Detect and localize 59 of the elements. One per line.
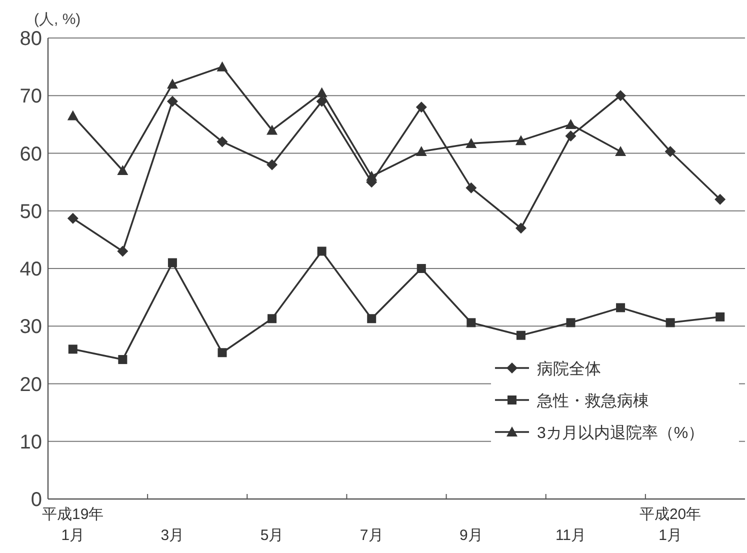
point xyxy=(367,314,376,324)
point xyxy=(716,312,725,322)
y-tick-label: 30 xyxy=(20,316,42,338)
point xyxy=(118,355,128,364)
x-tick-label: 5月 xyxy=(260,527,284,544)
point xyxy=(565,130,576,142)
point xyxy=(565,118,576,129)
x-tick-label: 3月 xyxy=(160,527,184,544)
point xyxy=(515,135,526,146)
point xyxy=(67,110,78,120)
point xyxy=(317,246,326,256)
point xyxy=(466,182,477,194)
point xyxy=(616,303,626,312)
point xyxy=(216,61,228,72)
point xyxy=(516,330,526,340)
point xyxy=(566,318,576,328)
point xyxy=(268,314,277,324)
y-tick-label: 0 xyxy=(30,489,42,511)
point xyxy=(515,222,526,234)
point xyxy=(466,318,476,328)
point xyxy=(166,78,178,89)
legend-label: 急性・救急病棟 xyxy=(536,392,649,410)
x-tick-label: 平成20年 1月 xyxy=(639,506,702,544)
point xyxy=(416,264,426,273)
point xyxy=(266,124,278,135)
point xyxy=(416,146,427,156)
point xyxy=(714,194,726,205)
point xyxy=(216,136,228,148)
point xyxy=(166,96,178,107)
point xyxy=(67,212,78,224)
point xyxy=(416,102,427,113)
y-tick-label: 40 xyxy=(20,258,42,280)
point xyxy=(117,165,128,176)
x-tick-label: 11月 xyxy=(555,527,586,544)
point xyxy=(466,138,477,148)
point xyxy=(316,96,328,107)
point xyxy=(117,246,128,257)
legend-label: 病院全体 xyxy=(537,360,601,378)
y-tick-label: 20 xyxy=(20,374,42,396)
y-tick-label: 60 xyxy=(20,143,42,166)
y-tick-label: 10 xyxy=(20,431,42,454)
x-tick-label: 9月 xyxy=(460,527,483,544)
point xyxy=(218,348,227,358)
y-tick-label: 80 xyxy=(20,28,42,50)
point xyxy=(615,146,626,156)
point xyxy=(266,159,278,170)
legend-label: 3カ月以内退院率（%） xyxy=(537,424,704,442)
point xyxy=(664,146,676,158)
point xyxy=(168,258,177,268)
point xyxy=(68,344,78,354)
point xyxy=(666,318,675,328)
point xyxy=(366,170,378,181)
y-tick-label: 70 xyxy=(20,86,42,108)
point xyxy=(316,87,328,98)
y-axis-title: (人, %) xyxy=(34,11,81,28)
x-tick-label: 7月 xyxy=(360,527,384,544)
point xyxy=(615,90,626,102)
y-tick-label: 50 xyxy=(20,200,42,223)
x-tick-label: 平成19年 1月 xyxy=(42,506,104,544)
